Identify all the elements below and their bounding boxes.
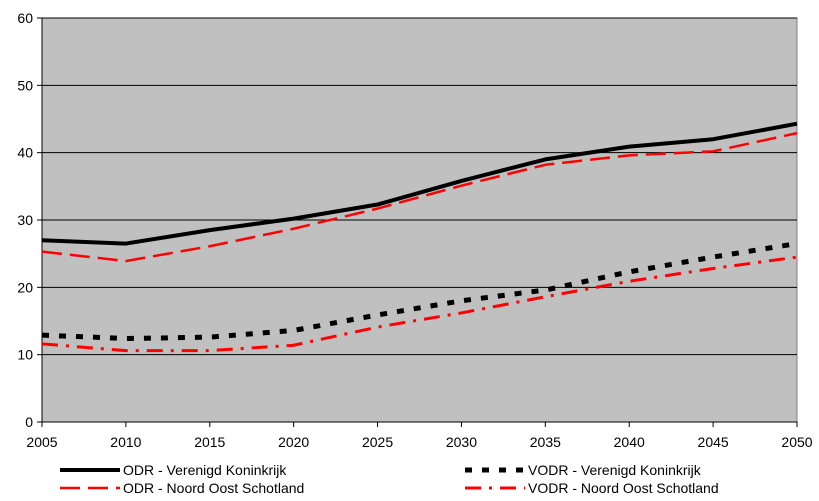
gridlines bbox=[42, 17, 797, 356]
legend-label: VODR - Noord Oost Schotland bbox=[528, 480, 719, 496]
series-line-3 bbox=[41, 241, 798, 342]
x-tick-label: 2005 bbox=[26, 434, 57, 450]
x-axis: 2005 2010 2015 2020 2025 2030 2035 2040 2045 2050 bbox=[26, 421, 813, 450]
y-tick-label: 40 bbox=[17, 145, 33, 161]
series-line-4 bbox=[41, 255, 798, 353]
y-tick-label: 60 bbox=[17, 10, 33, 26]
x-tick-label: 2020 bbox=[278, 434, 309, 450]
x-tick-label: 2030 bbox=[446, 434, 477, 450]
y-tick-label: 10 bbox=[17, 347, 33, 363]
y-tick-label: 50 bbox=[17, 77, 33, 93]
y-tick-label: 30 bbox=[17, 212, 33, 228]
series-lines bbox=[41, 121, 798, 353]
x-tick-label: 2025 bbox=[362, 434, 393, 450]
x-tick-label: 2010 bbox=[110, 434, 141, 450]
legend: ODR - Verenigd Koninkrijk ODR - Noord Oos… bbox=[60, 462, 719, 496]
legend-label: ODR - Verenigd Koninkrijk bbox=[123, 462, 287, 478]
x-tick-label: 2040 bbox=[614, 434, 645, 450]
x-tick-label: 2015 bbox=[194, 434, 225, 450]
series-line-1 bbox=[41, 121, 798, 246]
y-tick-label: 0 bbox=[25, 414, 33, 430]
legend-label: VODR - Verenigd Koninkrijk bbox=[528, 462, 702, 478]
legend-label: ODR - Noord Oost Schotland bbox=[123, 480, 304, 496]
x-tick-label: 2035 bbox=[530, 434, 561, 450]
x-tick-label: 2050 bbox=[781, 434, 812, 450]
x-tick-label: 2045 bbox=[698, 434, 729, 450]
series-line-2 bbox=[41, 131, 798, 263]
y-axis: 0 10 20 30 40 50 60 bbox=[17, 10, 43, 430]
y-tick-label: 20 bbox=[17, 279, 33, 295]
